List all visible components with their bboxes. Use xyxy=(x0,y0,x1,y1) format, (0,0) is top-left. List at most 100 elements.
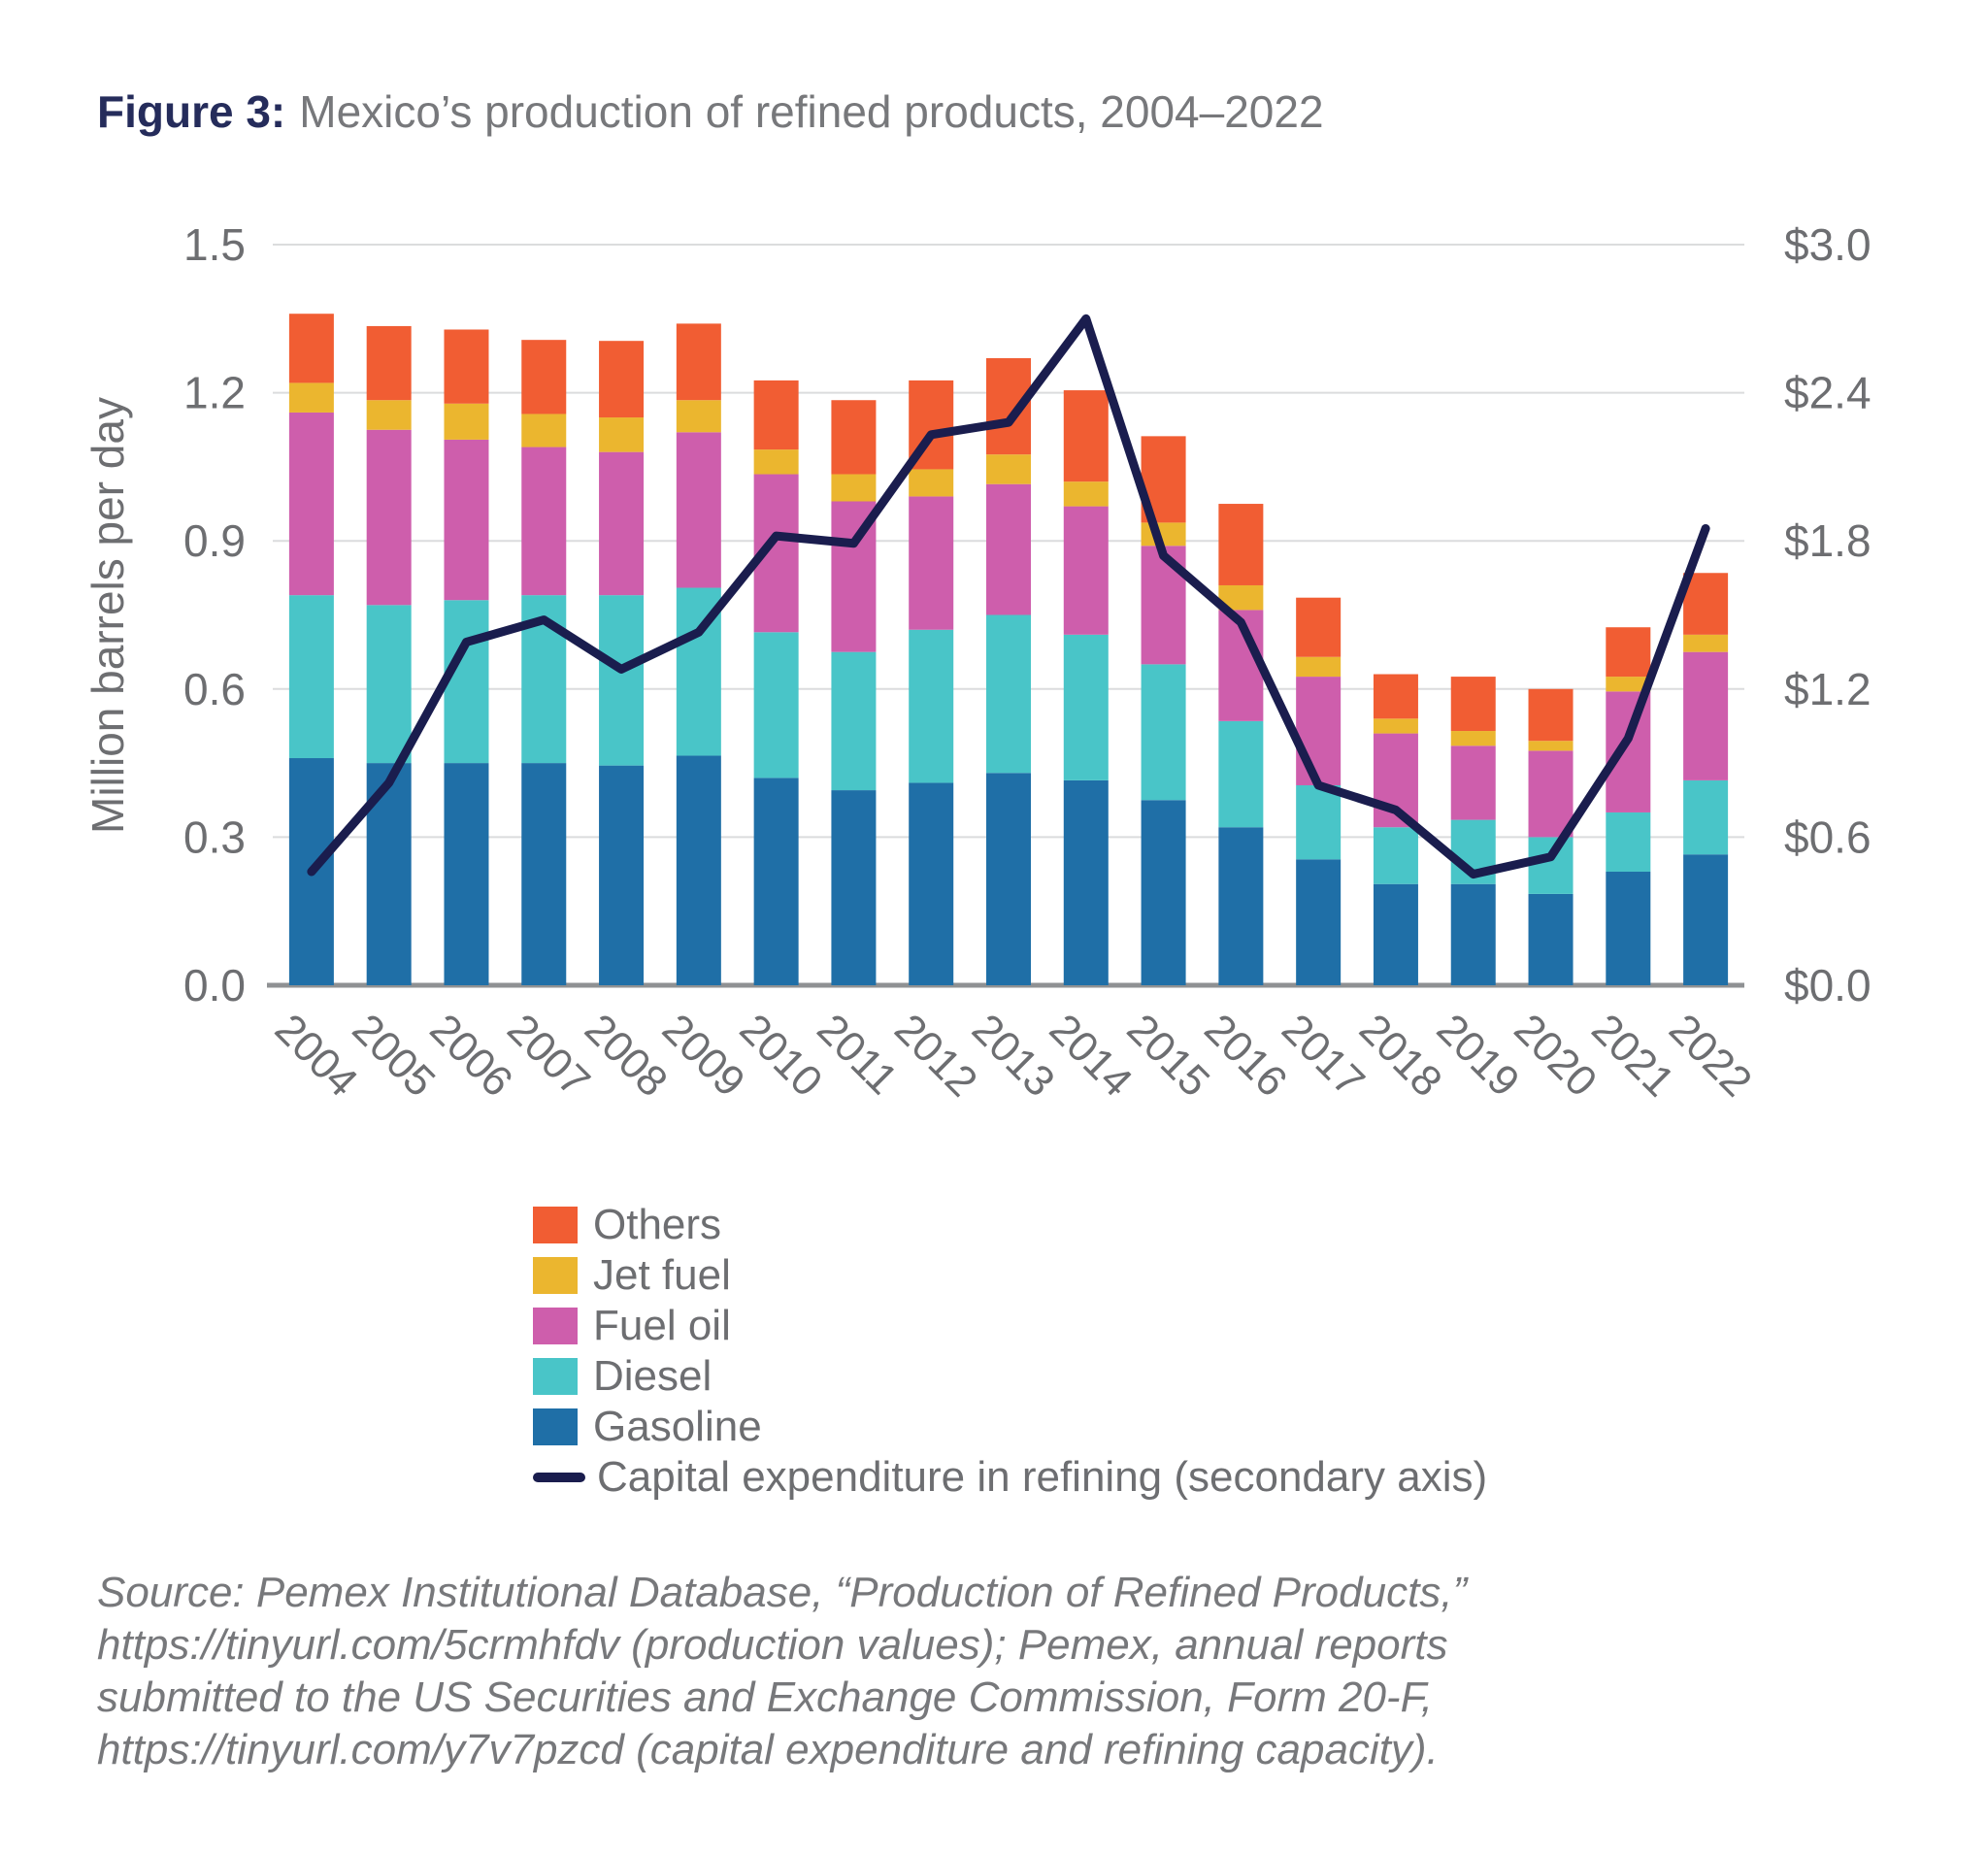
bar-segment-2022-diesel xyxy=(1683,779,1729,855)
bar-segment-2021-diesel xyxy=(1606,812,1651,873)
bar-segment-2019-others xyxy=(1450,677,1496,732)
figure-title: Figure 3: Mexico’s production of refined … xyxy=(97,85,1324,138)
bar-segment-2009-gasoline xyxy=(676,755,721,985)
bar-segment-2014-diesel xyxy=(1063,634,1109,780)
bar-segment-2005-others xyxy=(366,325,412,401)
bar-segment-2017-diesel xyxy=(1296,784,1342,860)
source-line-2: https://tinyurl.com/5crmhfdv (production… xyxy=(97,1621,1448,1669)
bar-segment-2006-gasoline xyxy=(444,763,489,985)
bar-segment-2017-jet-fuel xyxy=(1296,656,1342,678)
x-tick-label-2019: 2019 xyxy=(1428,1005,1529,1106)
figure-title-text: Mexico’s production of refined products,… xyxy=(299,86,1324,137)
x-tick-label-2007: 2007 xyxy=(498,1005,599,1106)
bar-segment-2019-gasoline xyxy=(1450,883,1496,985)
legend-color-swatch xyxy=(533,1207,578,1243)
figure-number-label: Figure 3: xyxy=(97,86,286,137)
legend-line-swatch xyxy=(533,1473,585,1482)
y-left-tick-label: 1.2 xyxy=(183,368,246,418)
y-axis-title: Million barrels per day xyxy=(83,397,133,834)
bar-segment-2010-diesel xyxy=(753,632,799,778)
y-right-tick-label: $1.2 xyxy=(1784,664,1872,714)
x-tick-label-2004: 2004 xyxy=(266,1005,367,1106)
bar-segment-2012-diesel xyxy=(909,629,954,783)
legend-label: Jet fuel xyxy=(593,1251,731,1299)
x-tick-label-2010: 2010 xyxy=(731,1005,832,1106)
source-line-3: submitted to the US Securities and Excha… xyxy=(97,1673,1434,1721)
x-tick-label-2006: 2006 xyxy=(420,1005,521,1106)
bar-segment-2018-diesel xyxy=(1373,827,1418,884)
y-right-tick-label: $0.6 xyxy=(1784,812,1872,862)
bar-segment-2022-others xyxy=(1683,573,1729,635)
x-tick-label-2015: 2015 xyxy=(1118,1005,1219,1106)
y-right-tick-label: $1.8 xyxy=(1784,515,1872,566)
bar-segment-2018-others xyxy=(1373,674,1418,719)
bar-segment-2013-diesel xyxy=(986,614,1031,774)
bar-segment-2018-jet-fuel xyxy=(1373,718,1418,734)
bar-segment-2008-others xyxy=(599,341,645,418)
bar-segment-2009-others xyxy=(676,323,721,401)
source-line-4: https://tinyurl.com/y7v7pzcd (capital ex… xyxy=(97,1726,1439,1773)
legend-color-swatch xyxy=(533,1308,578,1344)
x-tick-label-2009: 2009 xyxy=(653,1005,754,1106)
bar-segment-2017-others xyxy=(1296,597,1342,657)
bar-segment-2004-diesel xyxy=(288,595,334,759)
y-right-tick-label: $3.0 xyxy=(1784,219,1872,270)
bar-segment-2016-diesel xyxy=(1218,720,1264,828)
bar-segment-2008-fuel-oil xyxy=(599,451,645,596)
bar-segment-2013-jet-fuel xyxy=(986,454,1031,484)
bar-segment-2008-jet-fuel xyxy=(599,417,645,452)
legend-item-diesel: Diesel xyxy=(533,1351,1487,1402)
bar-segment-2006-fuel-oil xyxy=(444,439,489,601)
bar-segment-2005-diesel xyxy=(366,605,412,764)
bar-segment-2021-jet-fuel xyxy=(1606,677,1651,692)
bar-segment-2021-gasoline xyxy=(1606,872,1651,985)
bar-segment-2005-fuel-oil xyxy=(366,429,412,606)
x-tick-label-2005: 2005 xyxy=(344,1005,445,1106)
bar-segment-2004-jet-fuel xyxy=(288,382,334,413)
bar-segment-2022-jet-fuel xyxy=(1683,634,1729,652)
source-line-1: Source: Pemex Institutional Database, “P… xyxy=(97,1569,1468,1616)
y-left-tick-label: 0.9 xyxy=(183,515,246,566)
bar-segment-2007-gasoline xyxy=(521,763,567,985)
legend-item-capital-expenditure-in-refining-secondary-axis-: Capital expenditure in refining (seconda… xyxy=(533,1452,1487,1503)
x-tick-label-2008: 2008 xyxy=(576,1005,677,1106)
bar-segment-2009-jet-fuel xyxy=(676,400,721,433)
legend-label: Others xyxy=(593,1201,722,1248)
chart-legend: Others Jet fuel Fuel oil Diesel Gasoline Capi… xyxy=(533,1200,1487,1503)
bar-segment-2011-others xyxy=(831,400,877,475)
bar-segment-2014-others xyxy=(1063,390,1109,482)
x-tick-label-2017: 2017 xyxy=(1273,1005,1374,1106)
y-right-tick-label: $0.0 xyxy=(1784,960,1872,1010)
legend-color-swatch xyxy=(533,1257,578,1294)
x-tick-label-2012: 2012 xyxy=(885,1005,986,1106)
bar-segment-2014-jet-fuel xyxy=(1063,481,1109,507)
bar-segment-2013-fuel-oil xyxy=(986,483,1031,615)
bar-segment-2014-gasoline xyxy=(1063,779,1109,985)
bar-segment-2006-jet-fuel xyxy=(444,403,489,440)
bar-segment-2016-gasoline xyxy=(1218,827,1264,985)
x-tick-label-2018: 2018 xyxy=(1350,1005,1451,1106)
bar-segment-2009-fuel-oil xyxy=(676,432,721,588)
bar-segment-2004-fuel-oil xyxy=(288,412,334,596)
bar-segment-2022-fuel-oil xyxy=(1683,651,1729,780)
bar-segment-2012-fuel-oil xyxy=(909,496,954,630)
bar-segment-2012-gasoline xyxy=(909,782,954,985)
bar-segment-2010-gasoline xyxy=(753,778,799,985)
bar-segment-2014-fuel-oil xyxy=(1063,506,1109,635)
bar-segment-2011-gasoline xyxy=(831,790,877,985)
bar-segment-2020-diesel xyxy=(1528,837,1574,894)
legend-label: Diesel xyxy=(593,1352,712,1400)
bar-segment-2010-jet-fuel xyxy=(753,449,799,475)
bar-segment-2007-fuel-oil xyxy=(521,447,567,596)
bar-segment-2015-gasoline xyxy=(1141,800,1186,985)
bar-segment-2012-jet-fuel xyxy=(909,469,954,497)
bar-segment-2019-fuel-oil xyxy=(1450,745,1496,820)
bar-segment-2006-others xyxy=(444,329,489,404)
bar-segment-2022-gasoline xyxy=(1683,854,1729,985)
bar-segment-2020-others xyxy=(1528,688,1574,742)
bar-segment-2019-jet-fuel xyxy=(1450,731,1496,746)
bar-segment-2011-diesel xyxy=(831,651,877,791)
x-tick-label-2011: 2011 xyxy=(808,1005,907,1104)
source-note: Source: Pemex Institutional Database, “P… xyxy=(97,1567,1467,1776)
